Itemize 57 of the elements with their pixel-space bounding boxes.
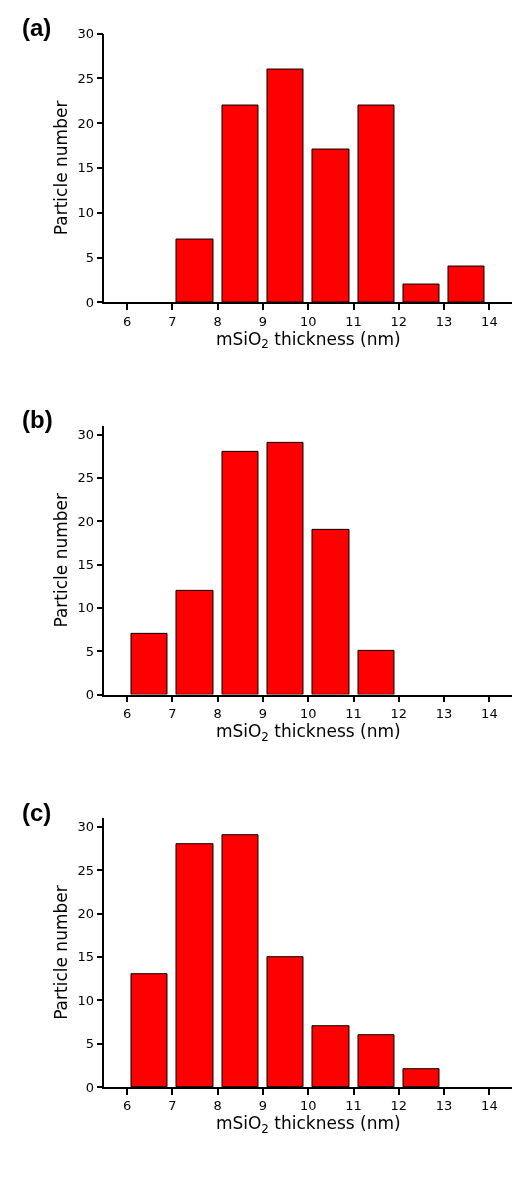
y-tick-label: 5 bbox=[85, 1036, 95, 1052]
x-tick-label: 13 bbox=[435, 313, 453, 329]
x-tick-label: 6 bbox=[122, 313, 132, 329]
x-tick-label: 14 bbox=[481, 1098, 498, 1114]
y-tick-label: 25 bbox=[77, 862, 95, 878]
x-tick-label: 6 bbox=[122, 705, 132, 721]
x-axis-title: mSiO$_{2}$ thickness (nm) bbox=[215, 328, 401, 352]
x-tick-label: 9 bbox=[258, 705, 268, 721]
y-tick-label: 20 bbox=[77, 906, 95, 922]
x-tick-label: 11 bbox=[345, 1098, 362, 1114]
x-tick-label: 9 bbox=[258, 1098, 268, 1114]
y-tick-label: 20 bbox=[77, 513, 95, 529]
y-tick-label: 30 bbox=[77, 26, 95, 42]
y-axis-title: Particle number bbox=[50, 885, 71, 1020]
x-tick-label: 8 bbox=[213, 705, 222, 721]
y-tick-label: 10 bbox=[77, 992, 95, 1008]
y-tick-label: 0 bbox=[85, 294, 95, 310]
x-tick-label: 12 bbox=[390, 705, 408, 721]
x-tick-label: 14 bbox=[481, 705, 498, 721]
x-tick-label: 10 bbox=[299, 705, 317, 721]
x-tick-label: 9 bbox=[258, 313, 268, 329]
x-tick-label: 12 bbox=[390, 313, 408, 329]
x-tick-label: 7 bbox=[168, 313, 177, 329]
y-tick-label: 15 bbox=[77, 949, 95, 965]
x-tick-label: 11 bbox=[345, 705, 362, 721]
y-tick-label: 10 bbox=[77, 600, 95, 616]
x-tick-label: 10 bbox=[299, 1098, 317, 1114]
y-tick-label: 0 bbox=[85, 1079, 95, 1095]
y-tick-label: 15 bbox=[77, 160, 95, 176]
y-tick-label: 30 bbox=[77, 427, 95, 443]
x-tick-label: 8 bbox=[213, 1098, 222, 1114]
y-tick-label: 25 bbox=[77, 470, 95, 486]
y-tick-label: 20 bbox=[77, 115, 95, 131]
y-tick-label: 10 bbox=[77, 205, 95, 221]
chart-title: (c) bbox=[22, 799, 52, 826]
chart-title: (a) bbox=[22, 14, 52, 41]
x-tick-label: 8 bbox=[213, 313, 222, 329]
x-tick-label: 11 bbox=[345, 313, 362, 329]
y-axis-title: Particle number bbox=[50, 492, 71, 628]
x-tick-label: 10 bbox=[299, 313, 317, 329]
chart-title: (b) bbox=[22, 406, 53, 433]
y-tick-label: 0 bbox=[85, 687, 95, 703]
y-tick-label: 15 bbox=[77, 557, 95, 573]
y-tick-label: 25 bbox=[77, 70, 95, 86]
x-tick-label: 14 bbox=[481, 313, 498, 329]
x-tick-label: 7 bbox=[168, 705, 177, 721]
y-tick-label: 5 bbox=[85, 250, 95, 266]
x-tick-label: 7 bbox=[168, 1098, 177, 1114]
x-tick-label: 13 bbox=[435, 1098, 453, 1114]
y-tick-label: 30 bbox=[77, 819, 95, 835]
x-axis-title: mSiO$_{2}$ thickness (nm) bbox=[215, 720, 401, 744]
x-tick-label: 13 bbox=[435, 705, 453, 721]
x-axis-title: mSiO$_{2}$ thickness (nm) bbox=[215, 1113, 401, 1136]
y-axis-title: Particle number bbox=[50, 100, 71, 236]
x-tick-label: 6 bbox=[122, 1098, 132, 1114]
y-tick-label: 5 bbox=[85, 643, 95, 659]
x-tick-label: 12 bbox=[390, 1098, 408, 1114]
